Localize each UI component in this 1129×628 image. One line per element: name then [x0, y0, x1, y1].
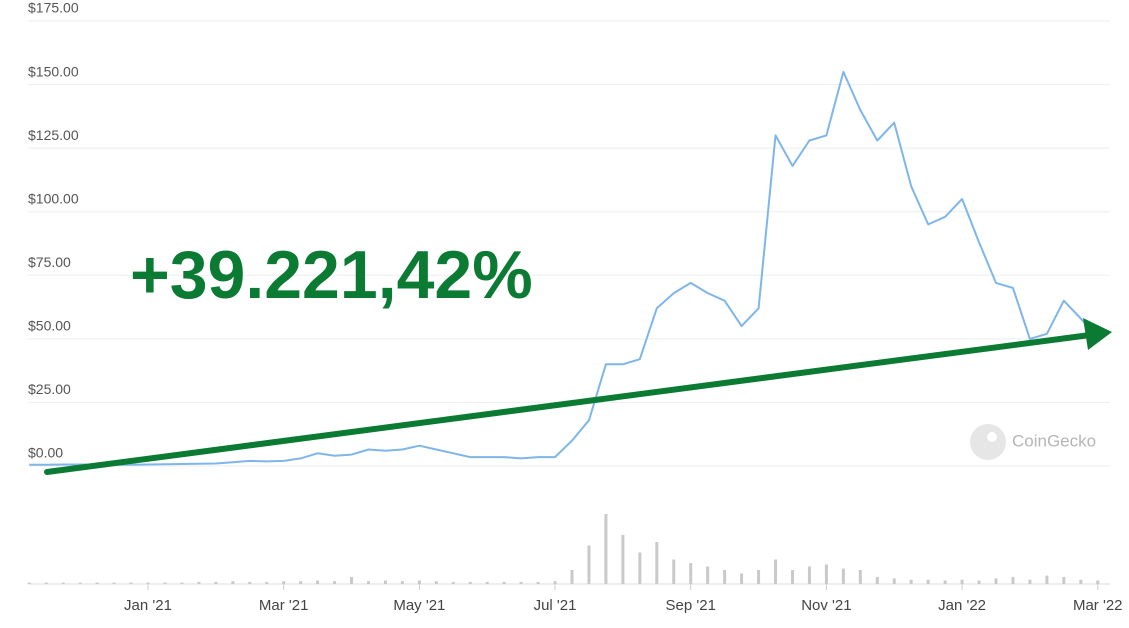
x-tick-label: Jul '21	[534, 597, 577, 614]
volume-bar	[790, 570, 794, 584]
trend-arrow-head	[1083, 318, 1112, 350]
volume-bar	[78, 582, 82, 584]
volume-bar	[333, 581, 337, 584]
y-tick-label: $25.00	[28, 381, 71, 397]
volume-bar	[1062, 577, 1066, 584]
volume-bar	[163, 582, 167, 584]
volume-bar	[95, 582, 99, 584]
volume-bar	[27, 582, 31, 584]
volume-bar	[553, 581, 557, 584]
volume-bar	[417, 580, 421, 584]
watermark-logo-eye	[987, 432, 997, 442]
volume-bar	[689, 563, 693, 584]
y-tick-label: $150.00	[28, 63, 79, 79]
volume-bar	[299, 581, 303, 584]
volume-bar	[197, 581, 201, 584]
x-tick-label: Mar '22	[1073, 597, 1123, 614]
volume-bar	[604, 514, 608, 584]
volume-bar	[740, 573, 744, 584]
y-tick-label: $75.00	[28, 254, 71, 270]
volume-bar	[536, 581, 540, 584]
volume-bar	[400, 581, 404, 584]
watermark: CoinGecko	[1012, 431, 1096, 450]
volume-bar	[706, 566, 710, 584]
volume-bar	[44, 582, 48, 584]
volume-bar	[621, 535, 625, 584]
volume-bar	[841, 568, 845, 584]
volume-bar	[977, 580, 981, 584]
volume-bar	[1045, 575, 1049, 584]
volume-bar	[774, 559, 778, 584]
volume-bar	[570, 570, 574, 584]
volume-bar	[146, 582, 150, 584]
volume-bar	[434, 581, 438, 584]
x-tick-label: Sep '21	[666, 597, 716, 614]
volume-bar	[214, 581, 218, 584]
volume-bar	[265, 581, 269, 584]
volume-bar	[638, 552, 642, 584]
price-line	[29, 70, 1099, 466]
y-tick-label: $50.00	[28, 318, 71, 334]
x-tick-label: Jan '21	[124, 597, 172, 614]
volume-bar	[519, 581, 523, 584]
volume-bar	[112, 582, 116, 584]
volume-bar	[960, 579, 964, 584]
volume-bar	[943, 580, 947, 584]
x-tick-label: May '21	[393, 597, 445, 614]
volume-bar	[926, 579, 930, 584]
y-tick-label: $100.00	[28, 190, 79, 206]
volume-bar	[180, 582, 184, 584]
volume-bar	[129, 582, 133, 584]
volume-bar	[485, 581, 489, 584]
y-tick-label: $125.00	[28, 127, 79, 143]
y-tick-label: $0.00	[28, 445, 63, 461]
volume-bar	[1028, 579, 1032, 584]
volume-bar	[1011, 577, 1015, 584]
volume-bar	[723, 570, 727, 584]
x-tick-label: Mar '21	[259, 597, 309, 614]
volume-bar	[61, 582, 65, 584]
volume-bar	[316, 580, 320, 584]
volume-bar	[366, 581, 370, 584]
volume-bar	[468, 581, 472, 584]
y-tick-label: $175.00	[28, 0, 79, 16]
volume-bar	[451, 581, 455, 584]
volume-bar	[1079, 579, 1083, 584]
volume-bar	[587, 545, 591, 584]
volume-bar	[350, 577, 354, 584]
volume-bar	[824, 564, 828, 584]
watermark-logo	[970, 424, 1006, 460]
volume-bar	[807, 566, 811, 584]
volume-bar	[909, 579, 913, 584]
volume-bar	[1096, 580, 1100, 584]
volume-bar	[383, 580, 387, 584]
volume-bar	[875, 577, 879, 584]
volume-bar	[655, 542, 659, 584]
volume-bar	[892, 578, 896, 584]
trend-arrow	[44, 332, 1093, 475]
volume-bar	[282, 581, 286, 584]
volume-bar	[231, 581, 235, 584]
volume-bar	[994, 578, 998, 584]
volume-bar	[248, 581, 252, 584]
x-tick-label: Jan '22	[938, 597, 986, 614]
volume-bar	[672, 559, 676, 584]
annotation: +39.221,42%	[130, 237, 533, 313]
volume-bar	[502, 581, 506, 584]
volume-bar	[858, 570, 862, 584]
volume-bar	[757, 570, 761, 584]
x-tick-label: Nov '21	[801, 597, 851, 614]
